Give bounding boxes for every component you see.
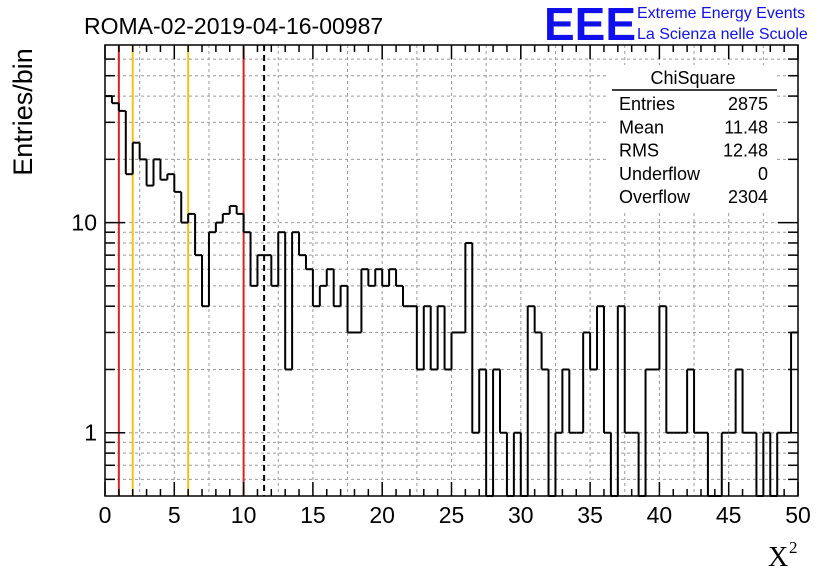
x-tick-label: 50: [785, 502, 811, 528]
x-tick-label: 40: [647, 502, 673, 528]
stats-row-label: Entries: [619, 94, 675, 114]
x-tick-label: 15: [300, 502, 326, 528]
x-tick-labels: 0 5 10 15 20 25 30 35 40 45 50: [99, 502, 811, 528]
eee-logo-mark: EEE: [544, 0, 636, 50]
reference-lines: [117, 45, 266, 496]
eee-logo-line1: Extreme Energy Events: [637, 5, 805, 22]
stats-row-value: 2875: [728, 94, 768, 114]
x-tick-label: 10: [231, 502, 257, 528]
stats-row-value: 12.48: [723, 141, 768, 161]
x-tick-label: 0: [99, 502, 112, 528]
histogram-bars: [105, 95, 798, 497]
x-tick-label: 30: [508, 502, 534, 528]
eee-logo-line2: La Scienza nelle Scuole: [637, 26, 808, 43]
stats-row-label: RMS: [619, 141, 659, 161]
y-tick-labels: 1 10: [71, 210, 97, 446]
x-tick-label: 20: [369, 502, 395, 528]
y-axis-label: Entries/bin: [8, 48, 38, 176]
x-axis-label: X 2: [768, 538, 798, 572]
stats-row-label: Overflow: [619, 187, 691, 207]
y-tick-label: 10: [71, 210, 97, 236]
stats-row-value: 11.48: [724, 117, 768, 137]
chart-title: ROMA-02-2019-04-16-00987: [84, 13, 383, 39]
x-axis-label-main: X: [768, 542, 788, 572]
x-tick-label: 5: [168, 502, 181, 528]
stats-row-value: 0: [758, 164, 768, 184]
stats-row-value: 2304: [728, 187, 768, 207]
stats-row-label: Underflow: [619, 164, 701, 184]
stats-box-rows: Entries 2875 Mean 11.48 RMS 12.48 Underflow 0 Ov…: [619, 94, 768, 207]
y-tick-label: 1: [84, 420, 97, 446]
x-axis-label-superscript: 2: [789, 538, 798, 557]
stats-box: ChiSquare Entries 2875 Mean 11.48 RMS 12.48 Un…: [609, 65, 777, 213]
x-tick-label: 25: [439, 502, 465, 528]
axes: [104, 44, 799, 497]
x-tick-label: 45: [716, 502, 742, 528]
stats-box-title: ChiSquare: [650, 68, 735, 88]
eee-logo: EEE Extreme Energy Events La Scienza nel…: [544, 0, 808, 50]
x-tick-label: 35: [577, 502, 603, 528]
stats-row-label: Mean: [619, 117, 664, 137]
